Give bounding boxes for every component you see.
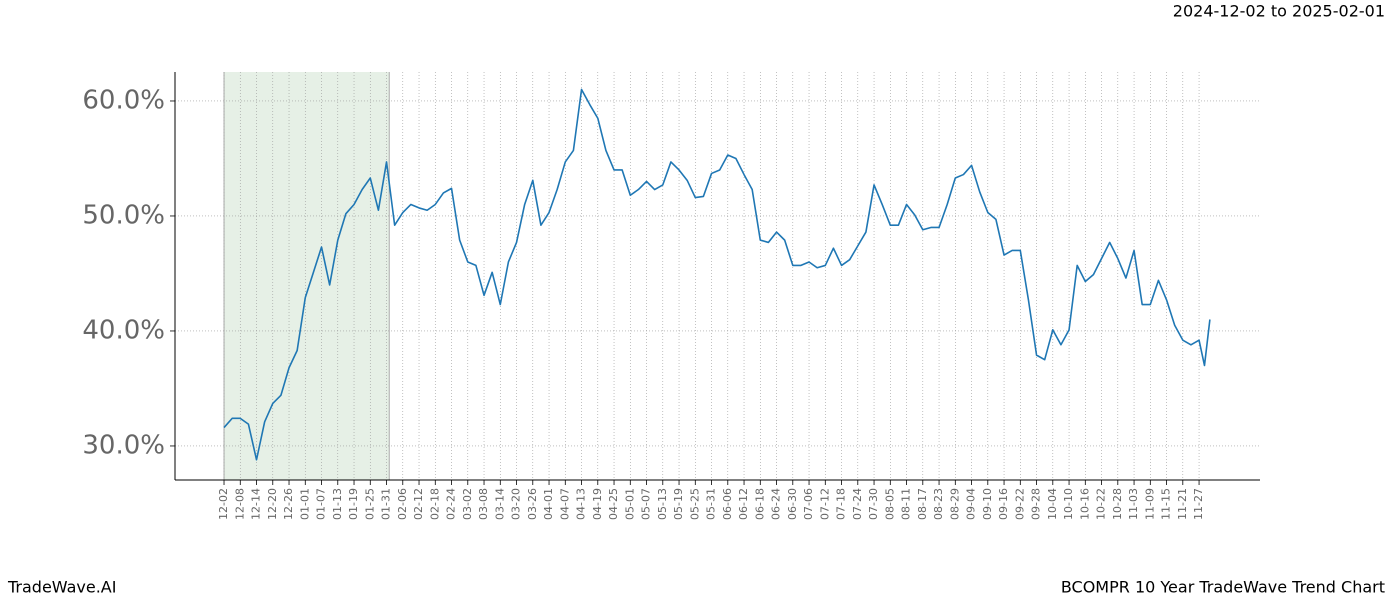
x-tick-label: 09-22 [1013,488,1026,520]
y-tick-label: 50.0% [82,200,165,230]
x-tick-label: 06-30 [786,488,799,520]
x-tick-label: 02-18 [428,488,441,520]
x-tick-label: 03-26 [526,488,539,520]
x-tick-label: 11-21 [1176,488,1189,520]
x-tick-label: 07-12 [818,488,831,520]
x-tick-label: 08-05 [883,488,896,520]
x-tick-label: 10-16 [1078,488,1091,520]
x-tick-label: 06-12 [737,488,750,520]
x-tick-label: 01-25 [363,488,376,520]
x-tick-label: 12-08 [233,488,246,520]
x-tick-label: 06-06 [721,488,734,520]
y-tick-label: 30.0% [82,430,165,460]
x-tick-label: 11-03 [1127,488,1140,520]
x-tick-label: 07-24 [851,488,864,520]
x-tick-label: 01-19 [347,488,360,520]
x-tick-label: 11-09 [1143,488,1156,520]
x-tick-label: 06-24 [770,488,783,520]
x-tick-label: 06-18 [753,488,766,520]
x-tick-label: 11-27 [1192,488,1205,520]
x-tick-label: 01-13 [331,488,344,520]
trend-line [223,88,1211,461]
x-tick-label: 04-13 [575,488,588,520]
x-tick-label: 05-19 [672,488,685,520]
x-tick-label: 09-28 [1030,488,1043,520]
brand: TradeWave.AI [7,578,116,597]
x-tick-label: 09-10 [981,488,994,520]
shaded-region [224,72,390,480]
x-tick-label: 12-20 [266,488,279,520]
date-range: 2024-12-02 to 2025-02-01 [1173,2,1385,21]
x-tick-label: 11-15 [1160,488,1173,520]
x-tick-label: 10-10 [1062,488,1075,520]
x-tick-label: 03-02 [461,488,474,520]
x-tick-label: 01-01 [298,488,311,520]
x-tick-label: 04-07 [558,488,571,520]
x-tick-label: 08-11 [900,488,913,520]
x-tick-label: 01-31 [380,488,393,520]
x-tick-label: 03-20 [510,488,523,520]
x-tick-label: 08-23 [932,488,945,520]
x-tick-label: 04-01 [542,488,555,520]
x-tick-label: 04-25 [607,488,620,520]
x-tick-label: 10-28 [1111,488,1124,520]
x-tick-label: 08-17 [916,488,929,520]
x-tick-label: 10-22 [1095,488,1108,520]
x-tick-label: 09-04 [965,488,978,520]
x-tick-label: 03-14 [493,488,506,520]
x-tick-label: 02-06 [396,488,409,520]
x-tick-label: 05-13 [656,488,669,520]
x-tick-label: 05-07 [640,488,653,520]
y-tick-label: 60.0% [82,85,165,115]
x-tick-label: 07-18 [835,488,848,520]
y-tick-label: 40.0% [82,315,165,345]
x-tick-label: 07-06 [802,488,815,520]
x-tick-label: 02-12 [412,488,425,520]
x-tick-label: 12-02 [217,488,230,520]
x-tick-label: 02-24 [445,488,458,520]
x-tick-label: 08-29 [948,488,961,520]
x-tick-label: 03-08 [477,488,490,520]
x-tick-label: 10-04 [1046,488,1059,520]
x-tick-label: 12-26 [282,488,295,520]
x-tick-label: 07-30 [867,488,880,520]
x-tick-label: 05-25 [688,488,701,520]
x-tick-label: 09-16 [997,488,1010,520]
chart-title: BCOMPR 10 Year TradeWave Trend Chart [1061,578,1385,597]
x-tick-label: 05-31 [705,488,718,520]
x-tick-label: 04-19 [591,488,604,520]
x-tick-label: 01-07 [315,488,328,520]
x-tick-label: 05-01 [623,488,636,520]
x-tick-label: 12-14 [250,488,263,520]
